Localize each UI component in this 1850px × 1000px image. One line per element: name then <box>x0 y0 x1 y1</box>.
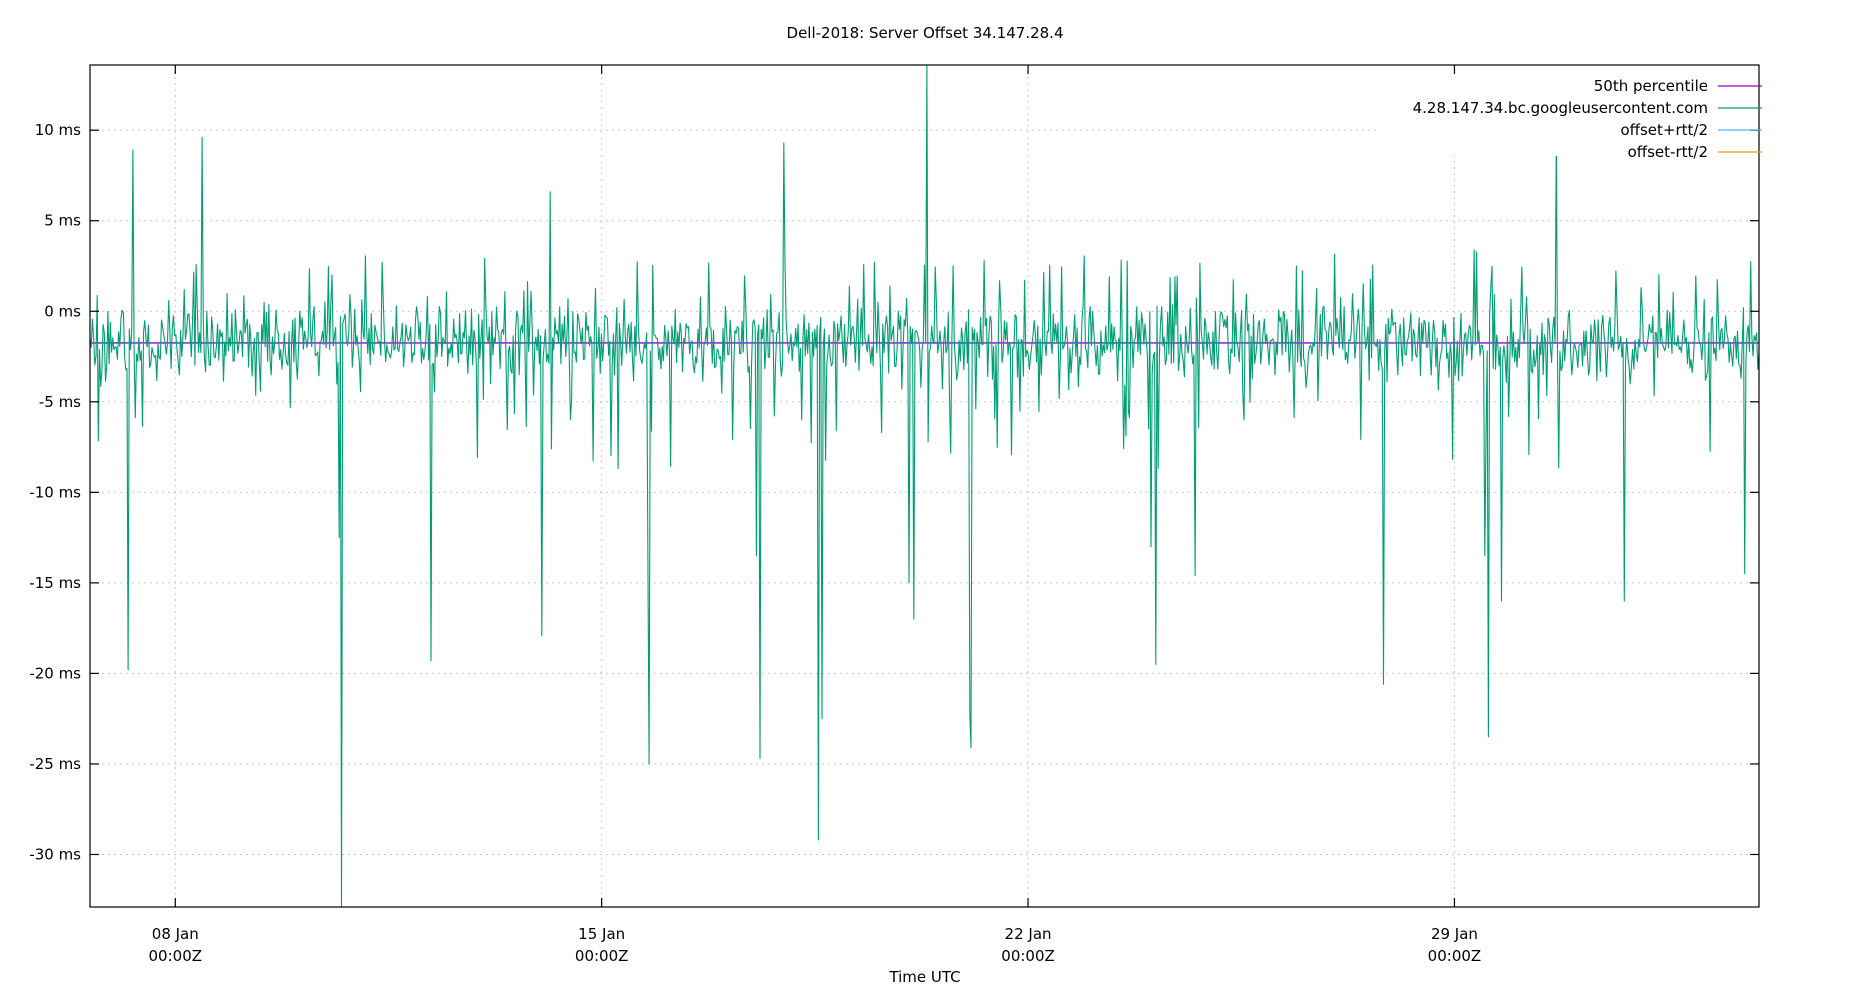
x-tick-label-time: 00:00Z <box>1428 947 1482 965</box>
x-tick-label-date: 22 Jan <box>1005 925 1052 943</box>
x-tick-label-time: 00:00Z <box>575 947 629 965</box>
legend-background <box>1380 66 1758 156</box>
y-tick-label: -15 ms <box>29 574 81 592</box>
x-tick-label-time: 00:00Z <box>149 947 203 965</box>
x-tick-label-time: 00:00Z <box>1001 947 1055 965</box>
offset-series-line <box>89 64 1760 908</box>
y-tick-label: -10 ms <box>29 483 81 501</box>
x-tick-label-date: 29 Jan <box>1431 925 1478 943</box>
legend-label: 50th percentile <box>1594 77 1708 95</box>
grid-lines <box>90 65 1759 907</box>
x-axis-label: Time UTC <box>889 968 961 986</box>
x-tick-label-date: 15 Jan <box>578 925 625 943</box>
legend-box <box>1380 66 1758 156</box>
x-tick-label-date: 08 Jan <box>152 925 199 943</box>
y-tick-label: -30 ms <box>29 845 81 863</box>
legend-label: offset-rtt/2 <box>1628 143 1708 161</box>
y-tick-label: 5 ms <box>44 212 81 230</box>
y-tick-label: 10 ms <box>35 121 81 139</box>
axis-ticks: 10 ms 5 ms 0 ms -5 ms -10 ms -15 ms -20 ms -25 … <box>29 65 1759 965</box>
legend-label: 4.28.147.34.bc.googleusercontent.com <box>1413 99 1708 117</box>
data-series <box>89 64 1760 908</box>
legend-label: offset+rtt/2 <box>1620 121 1708 139</box>
y-tick-label: -25 ms <box>29 755 81 773</box>
y-tick-label: 0 ms <box>44 302 81 320</box>
legend: 50th percentile 4.28.147.34.bc.googleuser… <box>1413 77 1762 161</box>
y-tick-label: -20 ms <box>29 664 81 682</box>
plot-frame <box>89 64 1760 908</box>
y-tick-label: -5 ms <box>39 393 81 411</box>
chart-title: Dell-2018: Server Offset 34.147.28.4 <box>786 24 1064 42</box>
